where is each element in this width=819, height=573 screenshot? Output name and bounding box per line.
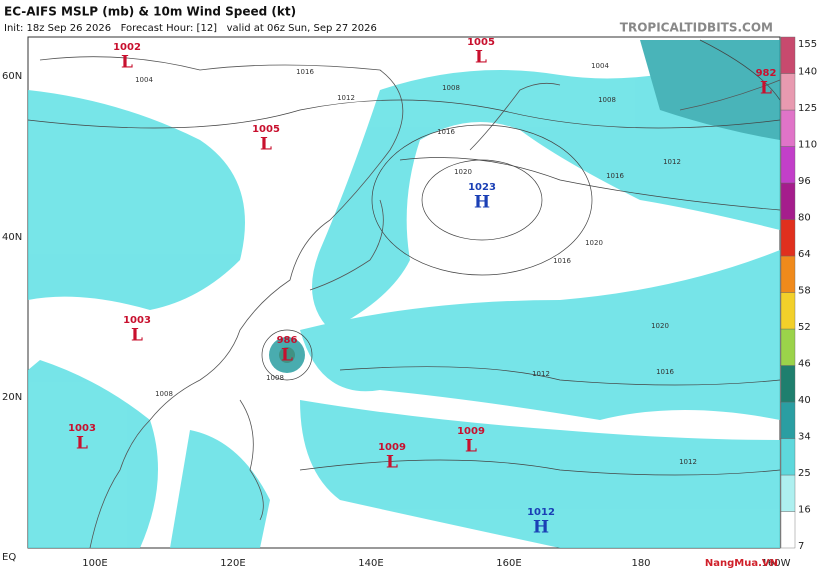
map-panel: 1004 1016 1012 1008 1016 1004 1008 1012 1016 1020…: [27, 36, 781, 549]
isobar-label: 1016: [606, 172, 624, 180]
isobar-label: 1008: [155, 390, 173, 398]
lat-label: 20N: [2, 392, 22, 403]
colorbar-label: 52: [798, 322, 811, 333]
isobar-label: 1008: [598, 96, 616, 104]
isobar-label: 1016: [656, 368, 674, 376]
colorbar-label: 34: [798, 432, 811, 443]
isobar-label: 1016: [553, 257, 571, 265]
lon-label: 100E: [82, 558, 107, 569]
center-letter: L: [475, 48, 487, 68]
colorbar-label: 25: [798, 468, 811, 479]
lon-axis: 100E 120E 140E 160E 180 160W: [82, 558, 790, 569]
isobar-label: 1016: [296, 68, 314, 76]
center-letter: L: [121, 53, 133, 73]
center-pressure: 1003: [68, 423, 96, 434]
lon-label: 120E: [220, 558, 245, 569]
colorbar-swatch: [780, 73, 796, 111]
colorbar-label: 40: [798, 395, 811, 406]
colorbar-swatch: [780, 109, 796, 147]
title: EC-AIFS MSLP (mb) & 10m Wind Speed (kt): [4, 5, 296, 19]
colorbar-swatch: [780, 182, 796, 220]
isobar-label: 1004: [135, 76, 153, 84]
center-pressure: 1012: [527, 507, 555, 518]
isobar-label: 1020: [651, 322, 669, 330]
colorbar-swatch: [780, 511, 796, 549]
colorbar-swatch: [780, 146, 796, 184]
colorbar-label: 125: [798, 103, 817, 114]
colorbar-swatch: [780, 292, 796, 330]
center-letter: L: [760, 79, 772, 99]
coastlines: [39, 56, 781, 549]
center-letter: L: [386, 453, 398, 473]
subtitle: Init: 18z Sep 26 2026 Forecast Hour: [12…: [4, 23, 377, 34]
colorbar-label: 7: [798, 541, 804, 552]
colorbar-swatch: [780, 438, 796, 476]
colorbar-swatch: [780, 36, 796, 74]
colorbar-label: 155: [798, 39, 817, 50]
colorbar-swatch: [780, 401, 796, 439]
site-name: TROPICALTIDBITS.COM: [620, 21, 773, 35]
lon-label: 160E: [496, 558, 521, 569]
center-pressure: 1003: [123, 315, 151, 326]
center-pressure: 1009: [457, 426, 485, 437]
center-letter: L: [76, 434, 88, 454]
isobar-label: 1012: [337, 94, 355, 102]
center-letter: L: [465, 437, 477, 457]
isobar-label: 1016: [437, 128, 455, 136]
lat-label: 40N: [2, 232, 22, 243]
center-pressure: 986: [277, 335, 298, 346]
isobar-label: 1020: [585, 239, 603, 247]
colorbar-label: 58: [798, 286, 811, 297]
isobar-labels: 1004 1016 1012 1008 1016 1004 1008 1012 1016 1020…: [135, 62, 697, 466]
colorbar-label: 80: [798, 213, 811, 224]
center-pressure: 1005: [467, 37, 495, 48]
colorbar-swatch: [780, 328, 796, 366]
isobar-label: 1008: [266, 374, 284, 382]
lon-label: 180: [631, 558, 650, 569]
lat-axis: 60N 40N 20N EQ: [2, 71, 22, 563]
isobar-label: 1012: [532, 370, 550, 378]
colorbar-label: 110: [798, 140, 817, 151]
colorbar-swatch: [780, 474, 796, 512]
wind-shading: [28, 40, 780, 548]
lon-label: 140E: [358, 558, 383, 569]
isobar-label: 1004: [591, 62, 609, 70]
center-pressure: 1023: [468, 182, 496, 193]
isobars: [27, 39, 781, 476]
colorbar: 7 16 25 34 40 46 52 58 64 80 96 110 125 140 155: [780, 36, 817, 552]
lat-label: EQ: [2, 552, 16, 563]
center-pressure: 1002: [113, 42, 141, 53]
center-pressure: 1009: [378, 442, 406, 453]
center-letter: L: [281, 346, 293, 366]
colorbar-label: 46: [798, 359, 811, 370]
colorbar-swatch: [780, 219, 796, 257]
colorbar-swatch: [780, 365, 796, 403]
center-letter: L: [260, 135, 272, 155]
isobar-label: 1020: [454, 168, 472, 176]
watermark: NangMua.VN: [705, 558, 778, 569]
lon-label: 160W: [762, 558, 791, 569]
center-letter: H: [533, 518, 549, 538]
lat-label: 60N: [2, 71, 22, 82]
colorbar-label: 64: [798, 249, 811, 260]
colorbar-label: 16: [798, 505, 811, 516]
isobar-label: 1012: [679, 458, 697, 466]
colorbar-label: 140: [798, 67, 817, 78]
colorbar-label: 96: [798, 176, 811, 187]
center-letter: L: [131, 326, 143, 346]
center-pressure: 982: [756, 68, 777, 79]
center-letter: H: [474, 193, 490, 213]
center-pressure: 1005: [252, 124, 280, 135]
colorbar-swatch: [780, 255, 796, 293]
isobar-label: 1008: [442, 84, 460, 92]
isobar-label: 1012: [663, 158, 681, 166]
